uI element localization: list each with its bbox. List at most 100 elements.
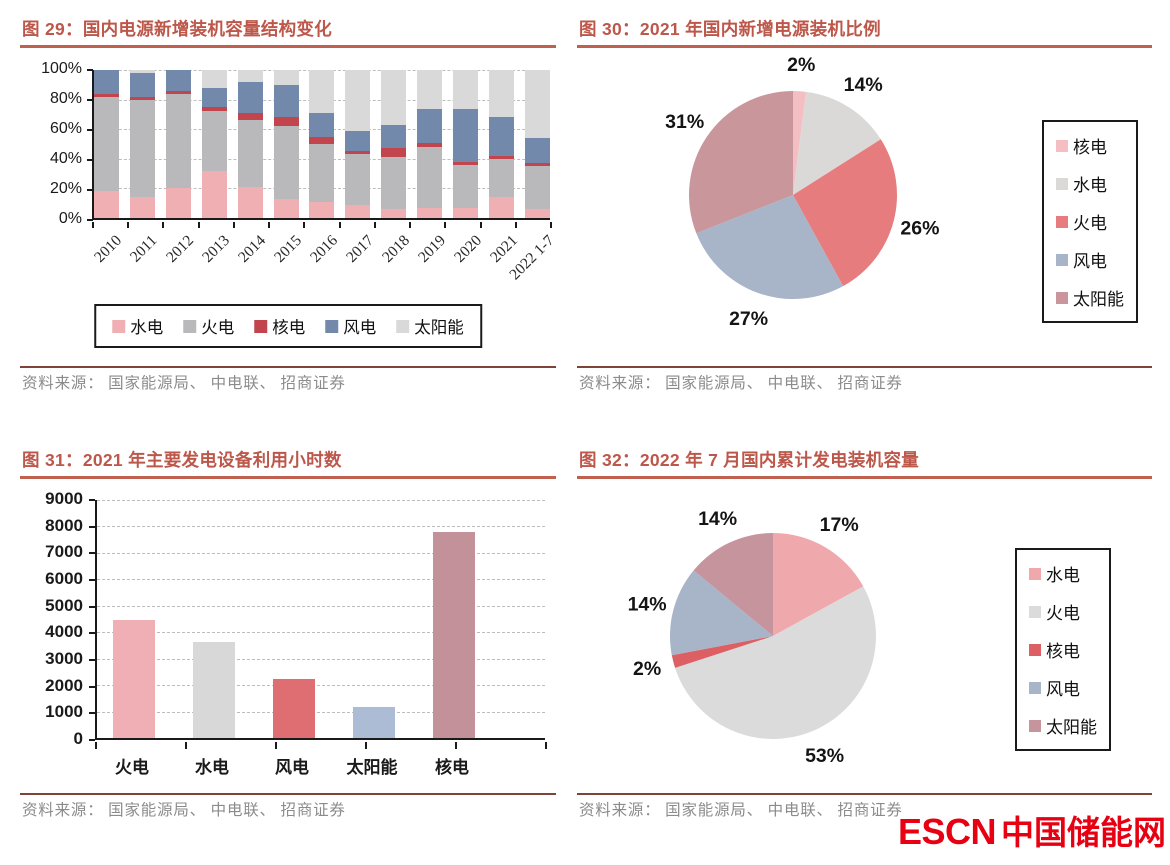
segment-hydro (453, 207, 479, 218)
x-axis-tick (232, 222, 235, 228)
figure-32-legend: 水电 火电 核电 风电 太阳能 (1015, 548, 1111, 751)
legend-swatch-thermal (183, 319, 197, 333)
segment-nuclear (129, 96, 155, 100)
segment-hydro (417, 207, 443, 218)
segment-solar (273, 70, 299, 85)
segment-nuclear (237, 112, 263, 121)
gridline (97, 658, 545, 660)
segment-thermal (165, 93, 191, 189)
x-axis-tick (268, 222, 271, 228)
figure-29-panel: 图 29：国内电源新增装机容量结构变化 水电 火电 核电 风电 太阳能 资料来源： 国家… (20, 12, 558, 397)
fig32-data-label-hydro: 17% (820, 514, 859, 536)
segment-wind (345, 130, 371, 152)
fig32-data-label-wind: 14% (628, 594, 667, 616)
bar-nuclear (433, 531, 475, 738)
fig30-data-label-solar: 31% (665, 111, 704, 133)
x-axis-label: 火电 (115, 758, 149, 777)
source-separator (577, 793, 1152, 795)
segment-nuclear (453, 161, 479, 165)
legend-label-thermal: 火电 (201, 318, 235, 337)
bar-thermal (113, 620, 155, 738)
fig30-pie-slice-hydro (793, 91, 881, 195)
stacked-bar-2018 (381, 70, 407, 218)
x-axis-label: 核电 (435, 758, 469, 777)
x-axis-label: 2015 (270, 232, 305, 266)
y-axis-tick (87, 219, 93, 221)
source-line: 资料来源： 国家能源局、 中电联、 招商证券 (579, 802, 903, 819)
fig30-legend-item-thermal: 火电 (1056, 209, 1124, 234)
segment-hydro (381, 209, 407, 218)
stacked-bar-2022 1-7 (524, 70, 550, 218)
fig29-legend-item-hydro: 水电 (112, 314, 163, 338)
fig32-pie-slice-solar (693, 533, 773, 636)
y-axis-label: 4000 (45, 622, 83, 642)
x-axis-tick (373, 222, 376, 228)
segment-nuclear (273, 117, 299, 127)
segment-nuclear (94, 93, 119, 97)
source-line: 资料来源： 国家能源局、 中电联、 招商证券 (22, 375, 346, 392)
segment-nuclear (488, 155, 514, 159)
legend-label-thermal: 火电 (1073, 214, 1107, 233)
segment-thermal (524, 166, 550, 210)
fig30-pie-slice-wind (696, 195, 844, 300)
y-axis-tick (89, 605, 95, 608)
fig29-legend-item-wind: 风电 (325, 314, 376, 338)
y-axis-tick (89, 739, 95, 741)
legend-swatch-thermal (1056, 215, 1068, 228)
y-axis-tick (89, 712, 95, 715)
source-separator (20, 793, 556, 795)
legend-swatch-hydro (1029, 567, 1041, 580)
stacked-bar-2010 (94, 70, 119, 218)
title-underline (20, 45, 556, 48)
figure-32-title: 图 32：2022 年 7 月国内累计发电装机容量 (579, 450, 920, 470)
figure-30-legend: 核电 水电 火电 风电 太阳能 (1042, 120, 1138, 323)
segment-solar (309, 70, 335, 113)
legend-label-nuclear: 核电 (272, 318, 306, 337)
fig30-legend-item-solar: 太阳能 (1056, 285, 1124, 310)
x-axis-tick (127, 222, 130, 228)
gridline (97, 552, 545, 554)
segment-hydro (129, 197, 155, 218)
y-axis-label: 5000 (45, 595, 83, 615)
y-axis-tick (89, 685, 95, 688)
x-axis-tick (95, 742, 97, 749)
legend-swatch-wind (1056, 253, 1068, 266)
legend-label-solar: 太阳能 (414, 318, 464, 337)
stacked-bar-2011 (129, 70, 155, 218)
x-axis-label: 2018 (379, 232, 414, 266)
segment-solar (201, 70, 227, 88)
segment-thermal (201, 111, 227, 171)
gridline (97, 500, 545, 501)
y-axis-tick (89, 525, 95, 528)
gridline (97, 579, 545, 581)
legend-swatch-wind (1029, 681, 1041, 694)
figure-29-legend: 水电 火电 核电 风电 太阳能 (94, 304, 482, 348)
segment-thermal (488, 158, 514, 198)
segment-hydro (94, 191, 119, 218)
fig32-legend-item-thermal: 火电 (1029, 599, 1097, 624)
segment-nuclear (381, 148, 407, 158)
bar-solar (353, 707, 395, 738)
y-axis-tick (87, 99, 93, 101)
y-axis-tick (87, 159, 93, 161)
fig32-legend-item-wind: 风电 (1029, 675, 1097, 700)
segment-nuclear (524, 163, 550, 167)
x-axis-tick (162, 222, 165, 228)
escn-logo: ESCN 中国储能网 (880, 806, 1166, 854)
fig30-data-label-wind: 27% (729, 308, 768, 330)
segment-wind (488, 117, 514, 156)
segment-hydro (201, 170, 227, 218)
source-separator (20, 366, 556, 368)
segment-hydro (309, 201, 335, 218)
segment-wind (524, 138, 550, 164)
segment-nuclear (309, 136, 335, 145)
x-axis-tick (550, 222, 552, 228)
segment-solar (345, 70, 371, 131)
y-axis-tick (89, 552, 95, 555)
y-axis-label: 0% (58, 210, 82, 227)
fig31-bars (97, 500, 545, 738)
segment-wind (381, 124, 407, 149)
legend-swatch-nuclear (1029, 643, 1041, 656)
y-axis-label: 7000 (45, 542, 83, 562)
